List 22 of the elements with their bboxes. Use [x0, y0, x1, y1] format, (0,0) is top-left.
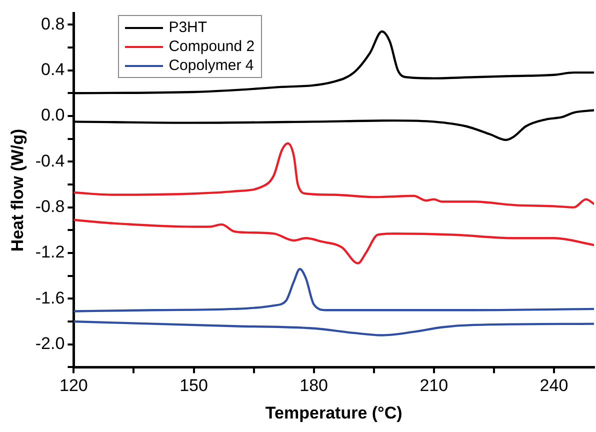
- x-tick-label: 150: [180, 376, 208, 396]
- line-series: [74, 218, 594, 264]
- y-axis-title: Heat flow (W/g): [8, 128, 27, 252]
- y-tick-label: -1.2: [35, 242, 65, 262]
- y-tick-label: -0.8: [35, 197, 65, 216]
- line-series: [74, 142, 594, 208]
- y-tick-label: 0.4: [41, 60, 65, 79]
- y-tick-label: 0.8: [41, 14, 65, 34]
- x-axis-title: Temperature (°C): [265, 403, 402, 422]
- legend-label: P3HT: [168, 18, 208, 38]
- x-tick-label: 120: [60, 376, 88, 396]
- line-series: [74, 320, 594, 336]
- line-series: [74, 268, 594, 312]
- x-tick-label: 210: [420, 376, 448, 396]
- x-tick-label: 240: [540, 376, 568, 396]
- y-tick-label: -0.4: [35, 151, 65, 170]
- y-tick-label: 0.0: [41, 106, 65, 125]
- legend-label: Copolymer 4: [168, 56, 254, 76]
- y-tick-label: -2.0: [35, 334, 65, 354]
- x-tick-label: 180: [300, 376, 328, 396]
- legend-label: Compound 2: [168, 37, 255, 56]
- y-tick-label: -1.6: [35, 288, 65, 308]
